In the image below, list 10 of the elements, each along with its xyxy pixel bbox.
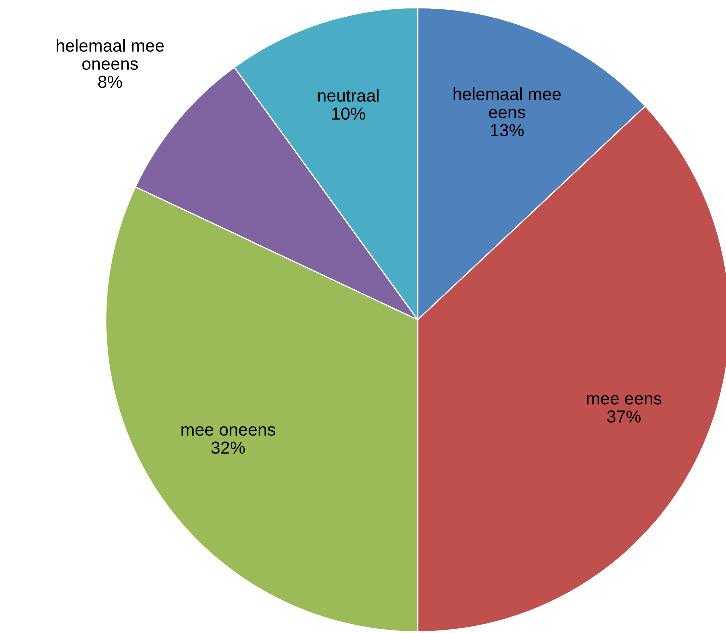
slice-label: mee oneens [182, 426, 276, 436]
slice-label: helemaal mee oneens [56, 39, 164, 70]
data-label: 10% [332, 108, 366, 120]
data-label: 32% [212, 442, 246, 454]
slice-label: helemaal mee eens [454, 88, 561, 118]
data-label: 8% [98, 76, 122, 88]
data-label: 37% [607, 410, 641, 423]
data-label: 13% [491, 124, 524, 137]
slice-label: mee eens [587, 395, 662, 405]
slice-label: neutraal [318, 89, 379, 102]
